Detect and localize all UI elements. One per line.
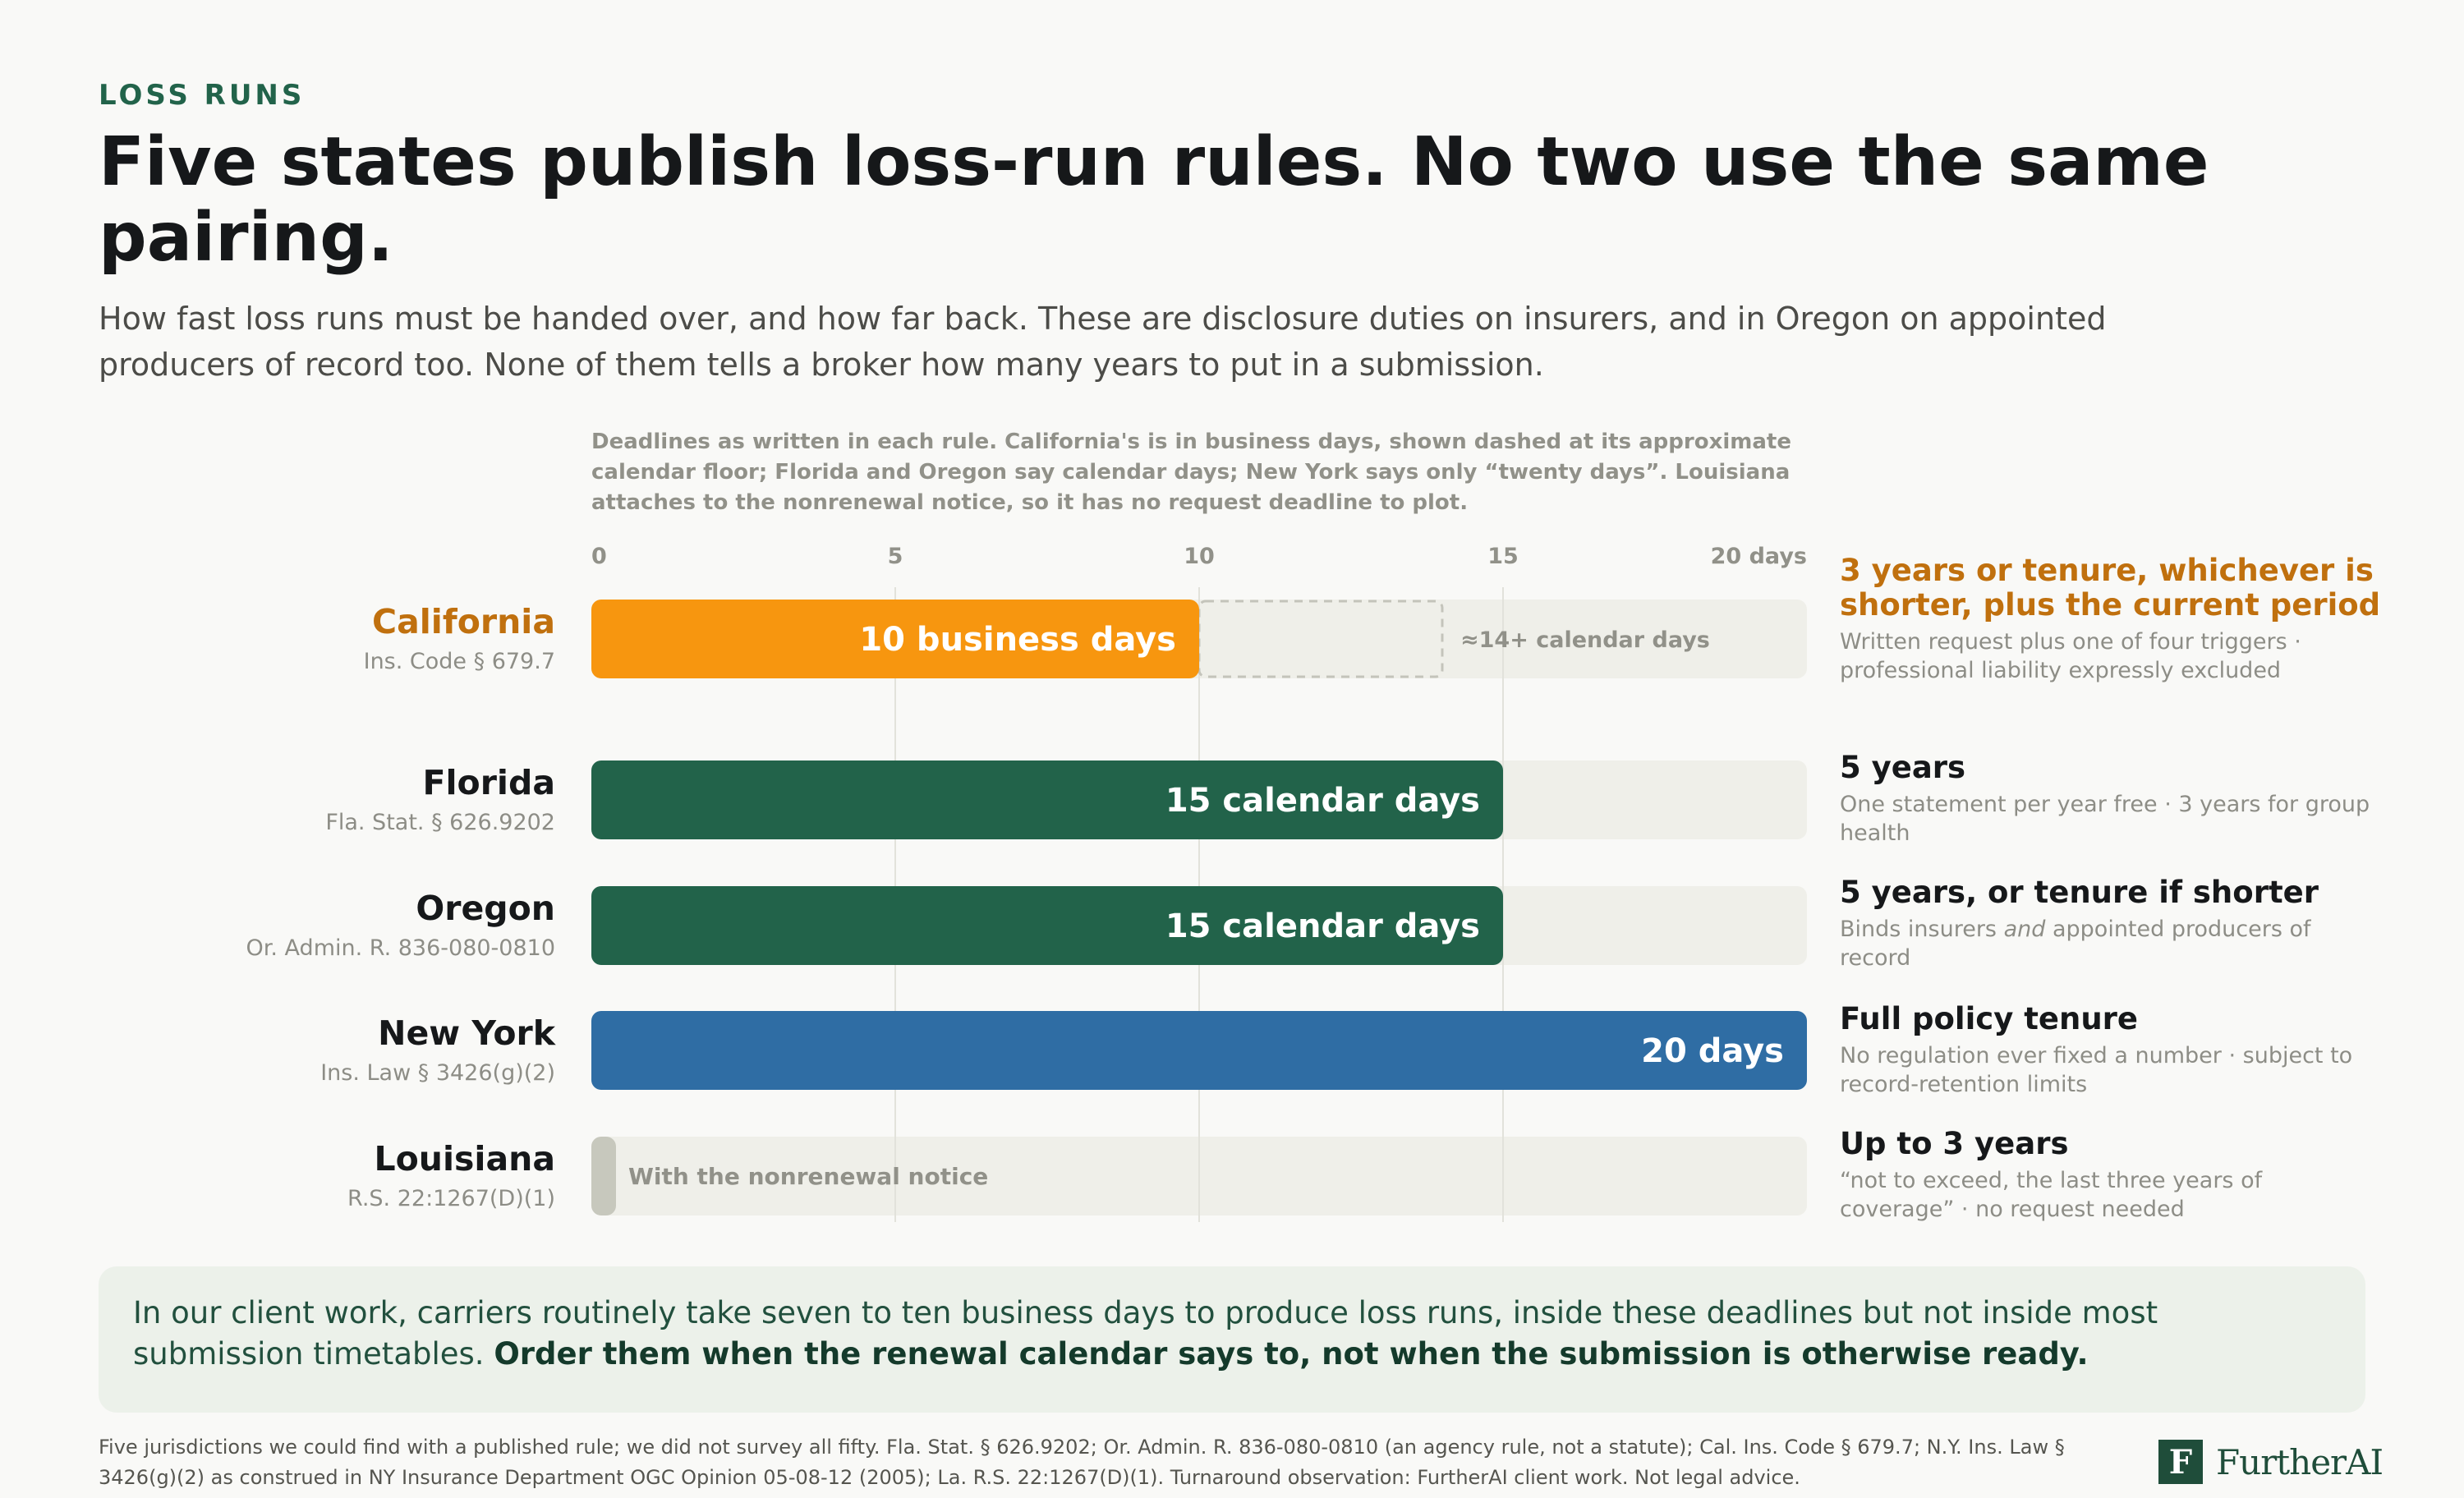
- lookback-entry: 3 years or tenure, whichever is shorter,…: [1840, 554, 2382, 685]
- lookback-entry: 5 years, or tenure if shorter Binds insur…: [1840, 875, 2382, 972]
- bar-label: With the nonrenewal notice: [628, 1163, 988, 1190]
- bar: [591, 600, 1199, 678]
- callout-text: In our client work, carriers routinely t…: [133, 1295, 2158, 1372]
- tick-label: 20 days: [1711, 544, 1807, 569]
- bar-label: 15 calendar days: [1165, 782, 1480, 820]
- extension-label: ≈14+ calendar days: [1460, 627, 1710, 653]
- state-label: New York: [378, 1013, 557, 1053]
- callout-bold-text: Order them when the renewal calendar say…: [494, 1336, 2089, 1372]
- lookback-title: 3 years or tenure, whichever is shorter,…: [1840, 553, 2381, 623]
- callout-box: In our client work, carriers routinely t…: [99, 1266, 2365, 1413]
- state-label: Louisiana: [374, 1139, 555, 1179]
- bar-label: 15 calendar days: [1165, 908, 1480, 945]
- tick-label: 0: [591, 544, 607, 569]
- lookback-title: 5 years: [1840, 750, 1966, 785]
- lookback-entry: Up to 3 years “not to exceed, the last th…: [1840, 1127, 2382, 1224]
- bar: [591, 760, 1503, 839]
- lookback-title: Up to 3 years: [1840, 1126, 2069, 1161]
- logo-wordmark: FurtherAI: [2216, 1441, 2384, 1482]
- lookback-detail: One statement per year free · 3 years fo…: [1840, 792, 2370, 846]
- logo-mark-icon: F: [2158, 1440, 2203, 1484]
- brand-logo: F FurtherAI: [2158, 1439, 2384, 1485]
- lookback-detail: Binds insurers and appointed producers o…: [1840, 917, 2311, 971]
- bar: [591, 1011, 1807, 1090]
- footer-sources: Five jurisdictions we could find with a …: [99, 1436, 2065, 1489]
- citation-label: Ins. Law § 3426(g)(2): [320, 1060, 555, 1086]
- deadline-bar-chart: 0 5 10 15 20 days California Ins. Code § 679.7…: [246, 544, 1807, 1222]
- lookback-entry: 5 years One statement per year free · 3 y…: [1840, 751, 2382, 848]
- tick-label: 15: [1487, 544, 1519, 569]
- lookback-entry: Full policy tenure No regulation ever fix…: [1840, 1002, 2382, 1099]
- page-subtitle: How fast loss runs must be handed over, …: [99, 301, 2107, 383]
- chart-note: Deadlines as written in each rule. Calif…: [591, 430, 1791, 515]
- bar-stub: [591, 1137, 616, 1215]
- lookback-detail: No regulation ever fixed a number · subj…: [1840, 1043, 2353, 1097]
- lookback-detail: Written request plus one of four trigger…: [1840, 629, 2301, 683]
- eyebrow-label: LOSS RUNS: [99, 79, 306, 112]
- page-title: Five states publish loss-run rules. No t…: [99, 123, 2209, 277]
- lookback-title: Full policy tenure: [1840, 1001, 2139, 1036]
- state-label: California: [372, 602, 555, 641]
- tick-label: 10: [1184, 544, 1215, 569]
- bar-label: 10 business days: [859, 621, 1176, 659]
- state-label: Oregon: [416, 889, 555, 928]
- citation-label: Or. Admin. R. 836-080-0810: [246, 935, 555, 961]
- citation-label: R.S. 22:1267(D)(1): [347, 1186, 555, 1211]
- bar-label: 20 days: [1641, 1032, 1784, 1070]
- tick-label: 5: [888, 544, 903, 569]
- citation-label: Ins. Code § 679.7: [364, 649, 555, 674]
- citation-label: Fla. Stat. § 626.9202: [325, 810, 555, 835]
- lookback-detail: “not to exceed, the last three years of …: [1840, 1168, 2263, 1222]
- bar: [591, 886, 1503, 965]
- lookback-title: 5 years, or tenure if shorter: [1840, 875, 2319, 910]
- lookback-detail-emphasis: and: [2003, 917, 2046, 942]
- state-label: Florida: [422, 763, 555, 802]
